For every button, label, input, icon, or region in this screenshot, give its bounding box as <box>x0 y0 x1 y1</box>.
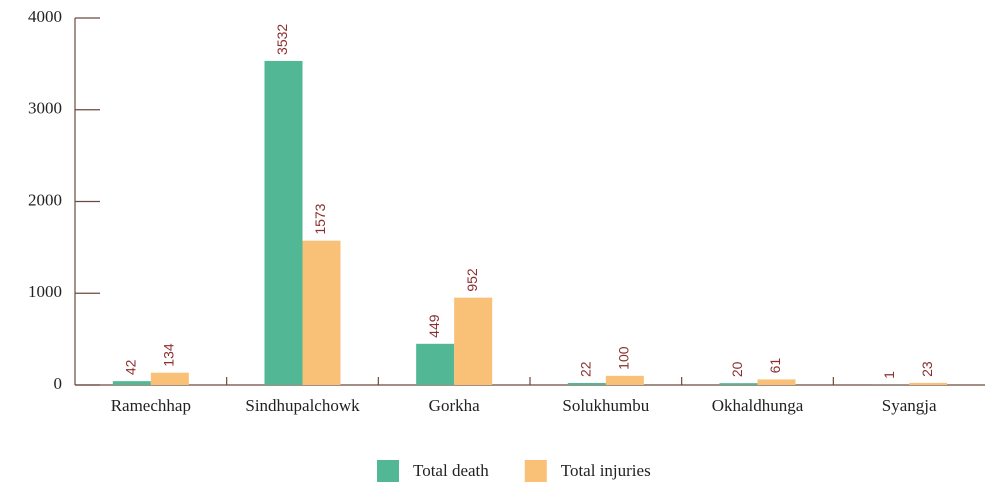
x-tick-label: Okhaldhunga <box>712 396 804 415</box>
y-tick-label: 3000 <box>28 99 62 118</box>
bar <box>567 382 606 385</box>
y-tick-label: 2000 <box>28 190 62 209</box>
bar <box>264 60 303 386</box>
legend-label: Total injuries <box>561 461 651 480</box>
y-tick-label: 0 <box>54 374 63 393</box>
value-label: 100 <box>616 346 632 370</box>
x-tick-label: Solukhumbu <box>562 396 649 415</box>
value-label: 20 <box>729 361 745 377</box>
value-label: 61 <box>767 358 783 374</box>
legend-label: Total death <box>413 461 489 480</box>
x-tick-label: Ramechhap <box>111 396 191 415</box>
value-label: 449 <box>426 314 442 338</box>
bar <box>605 375 644 385</box>
bar <box>909 382 948 385</box>
legend-swatch <box>377 460 399 482</box>
bar <box>454 297 493 385</box>
value-label: 42 <box>123 359 139 375</box>
value-label: 22 <box>578 361 594 377</box>
bar <box>302 240 341 385</box>
y-tick-label: 1000 <box>28 282 62 301</box>
bar <box>757 379 796 385</box>
bar <box>416 343 455 385</box>
value-label: 952 <box>464 268 480 292</box>
x-tick-label: Sindhupalchowk <box>245 396 360 415</box>
value-label: 3532 <box>274 24 290 55</box>
x-tick-label: Syangja <box>882 396 937 415</box>
legend-swatch <box>524 460 547 482</box>
bar <box>112 381 151 385</box>
value-label: 1573 <box>312 203 328 234</box>
x-tick-label: Gorkha <box>429 396 480 415</box>
bar <box>719 383 758 385</box>
y-tick-label: 4000 <box>28 7 62 26</box>
value-label: 134 <box>161 343 177 367</box>
value-label: 23 <box>919 361 935 377</box>
value-label: 1 <box>881 371 897 379</box>
bar <box>150 372 189 385</box>
